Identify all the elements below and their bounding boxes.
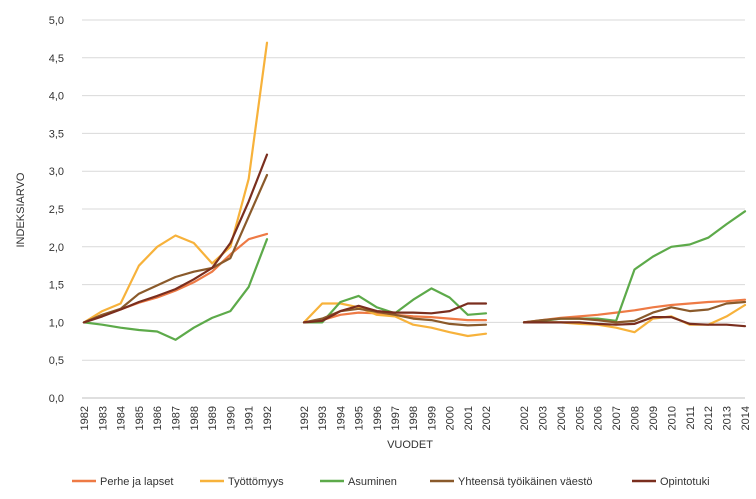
y-tick-label: 2,0 [49, 242, 64, 254]
y-axis-title: INDEKSIARVO [15, 172, 27, 247]
x-tick-label: 2001 [463, 406, 475, 430]
x-tick-label: 2005 [574, 406, 586, 430]
x-tick-label: 1995 [354, 406, 366, 430]
x-tick-label: 1983 [97, 406, 109, 430]
x-tick-label: 2000 [445, 406, 457, 430]
series-line [522, 316, 747, 328]
x-tick-label: 1985 [134, 406, 146, 430]
x-tick-label: 1996 [372, 406, 384, 430]
y-tick-label: 1,0 [49, 317, 64, 329]
x-tick-label: 2008 [630, 406, 642, 430]
x-tick-label: 1992 [299, 406, 311, 430]
legend-label: Työttömyys [228, 476, 284, 488]
x-tick-label: 2007 [611, 406, 623, 430]
x-tick-label: 2013 [722, 406, 734, 430]
x-tick-label: 1994 [335, 406, 347, 430]
x-tick-label: 1987 [171, 406, 183, 430]
x-tick-label: 2002 [519, 406, 531, 430]
x-tick-label: 2014 [740, 406, 752, 430]
y-axis-tick-labels: 0,0 0,5 1,0 1,5 2,0 2,5 3,0 3,5 4,0 4,5 5,0 [49, 15, 64, 405]
x-tick-label: 1988 [189, 406, 201, 430]
x-tick-label: 1986 [152, 406, 164, 430]
legend-label: Yhteensä työikäinen väestö [458, 476, 593, 488]
x-tick-label: 2002 [481, 406, 493, 430]
x-tick-label: 1990 [225, 406, 237, 430]
legend-label: Asuminen [348, 476, 397, 488]
x-tick-label: 1993 [317, 406, 329, 430]
y-tick-label: 3,0 [49, 166, 64, 178]
series-lines [82, 41, 747, 341]
x-tick-label: 2004 [556, 406, 568, 430]
gridlines [82, 19, 745, 399]
series-line [82, 238, 269, 341]
y-tick-label: 1,5 [49, 280, 64, 292]
series-line [82, 41, 269, 324]
x-tick-label: 1998 [408, 406, 420, 430]
y-tick-label: 0,0 [49, 393, 64, 405]
series-line [522, 300, 747, 324]
y-tick-label: 2,5 [49, 204, 64, 216]
x-tick-label: 1989 [207, 406, 219, 430]
series-line [302, 302, 488, 324]
legend: Perhe ja lapset Työttömyys Asuminen Yhteens… [72, 476, 710, 488]
x-axis-tick-labels: 1982 1983 1984 1985 1986 1987 1988 1989 1990 1991… [79, 406, 752, 430]
y-tick-label: 4,0 [49, 91, 64, 103]
x-tick-label: 2009 [648, 406, 660, 430]
x-tick-label: 1992 [262, 406, 274, 430]
y-tick-label: 0,5 [49, 355, 64, 367]
y-tick-label: 4,5 [49, 53, 64, 65]
y-tick-label: 5,0 [49, 15, 64, 27]
x-tick-label: 2012 [703, 406, 715, 430]
legend-label: Opintotuki [660, 476, 710, 488]
x-tick-label: 2010 [666, 406, 678, 430]
legend-label: Perhe ja lapset [100, 476, 173, 488]
series-line [522, 210, 747, 324]
x-axis-title: VUODET [387, 439, 433, 451]
x-tick-label: 1984 [116, 406, 128, 430]
x-tick-label: 1999 [426, 406, 438, 430]
x-tick-label: 1991 [244, 406, 256, 430]
x-tick-label: 2006 [593, 406, 605, 430]
y-tick-label: 3,5 [49, 128, 64, 140]
series-line [82, 153, 269, 324]
x-tick-label: 2011 [685, 406, 697, 430]
x-tick-label: 2003 [537, 406, 549, 430]
series-line [302, 302, 488, 338]
x-tick-label: 1982 [79, 406, 91, 430]
x-tick-label: 1997 [390, 406, 402, 430]
